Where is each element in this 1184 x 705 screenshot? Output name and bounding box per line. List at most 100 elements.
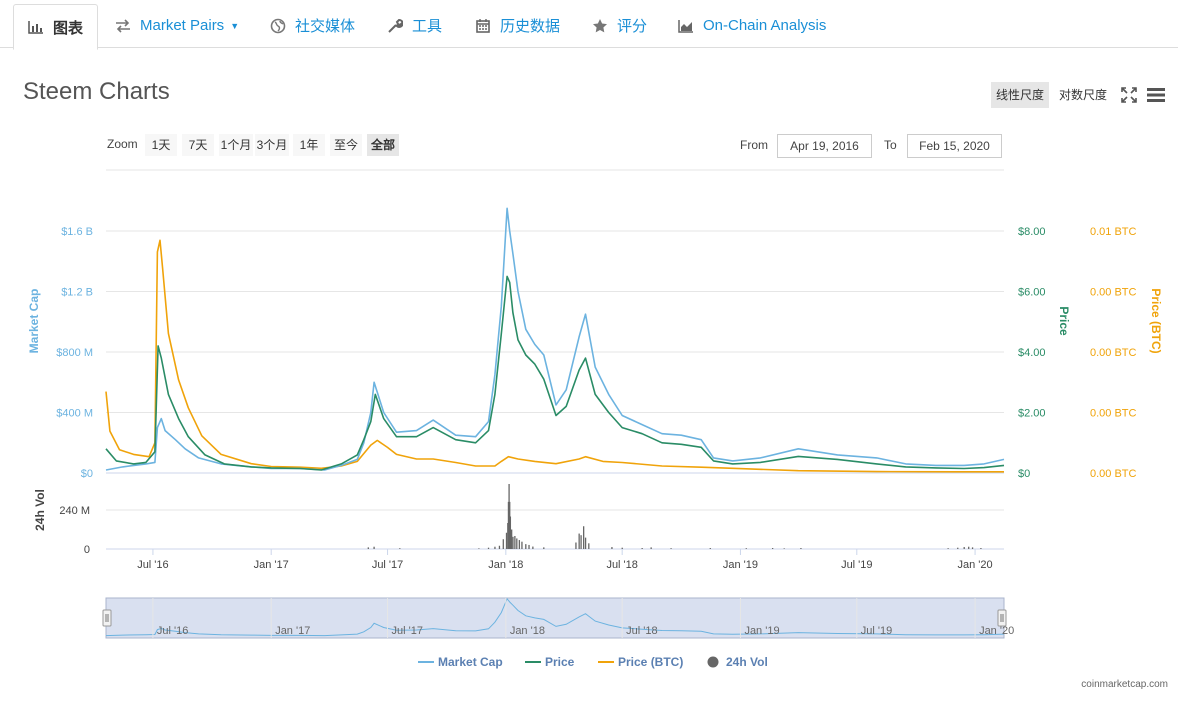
price-btc-tick-label: 0.01 BTC <box>1090 226 1137 238</box>
volume-bar <box>584 537 587 549</box>
zoom-3m-button[interactable]: 3个月 <box>255 134 289 156</box>
volume-bar <box>670 548 672 549</box>
zoom-1m-button[interactable]: 1个月 <box>219 134 253 156</box>
tab-on-chain-analysis[interactable]: On-Chain Analysis <box>678 4 826 47</box>
market-cap-tick-label: $0 <box>81 468 93 480</box>
handle-body <box>997 609 1007 627</box>
navigator-right-handle[interactable] <box>997 609 1007 627</box>
tab-historical-data[interactable]: 历史数据 <box>475 4 560 47</box>
x-tick-label: Jan '19 <box>723 559 758 571</box>
linear-scale-button[interactable]: 线性尺度 <box>991 82 1050 108</box>
tab-tools[interactable]: 工具 <box>387 4 442 47</box>
x-tick-label: Jul '16 <box>137 559 168 571</box>
volume-bar <box>575 542 577 549</box>
navigator-label: Jul '17 <box>392 625 423 637</box>
legend-label: 24h Vol <box>726 655 768 669</box>
volume-bar <box>963 547 965 549</box>
zoom-7d-button[interactable]: 7天 <box>182 134 214 156</box>
market-cap-tick-label: $400 M <box>56 408 93 420</box>
from-date-input[interactable]: Apr 19, 2016 <box>777 134 872 158</box>
volume-bar <box>709 548 711 549</box>
price-axis-title: Price <box>1057 306 1071 336</box>
volume-bar <box>487 547 490 549</box>
legend-label: Price <box>545 655 575 669</box>
volume-axis-title: 24h Vol <box>33 489 47 531</box>
volume-bar <box>980 548 982 549</box>
zoom-ytd-button[interactable]: 至今 <box>330 134 362 156</box>
navigator-label: Jul '16 <box>157 625 188 637</box>
price-btc-tick-label: 0.00 BTC <box>1090 468 1137 480</box>
volume-bar <box>783 548 785 549</box>
x-tick-label: Jan '18 <box>488 559 523 571</box>
log-scale-button[interactable]: 对数尺度 <box>1059 88 1108 102</box>
fullscreen-icon[interactable] <box>1121 87 1137 103</box>
volume-bar <box>771 548 774 549</box>
volume-bars <box>367 484 982 549</box>
navigator-series-line <box>105 597 1005 637</box>
volume-bar <box>611 547 613 549</box>
to-label: To <box>884 138 897 152</box>
market-cap-line <box>105 207 1005 471</box>
price-tick-label: $0 <box>1018 468 1030 480</box>
volume-bar <box>800 548 802 549</box>
tab-ratings[interactable]: 评分 <box>592 4 647 47</box>
market-cap-tick-label: $1.2 B <box>61 287 93 299</box>
tab-bar: 图表 Market Pairs ▼ 社交媒体 工具 历史数据 评分 On-Cha… <box>0 0 1178 50</box>
volume-bar <box>521 541 523 549</box>
navigator[interactable]: Jul '16 Jan '17 Jul '17 Jan '18 Jul '18 Jan '… <box>102 597 1014 639</box>
price-btc-line <box>105 239 1004 473</box>
zoom-1y-button[interactable]: 1年 <box>293 134 325 156</box>
market-cap-tick-label: $1.6 B <box>61 226 93 238</box>
volume-bar <box>505 532 508 549</box>
handle-body <box>102 609 112 627</box>
tab-label: 图表 <box>53 19 84 37</box>
zoom-1d-button[interactable]: 1天 <box>145 134 177 156</box>
x-tick-label: Jan '17 <box>254 559 289 571</box>
volume-bar <box>509 516 512 549</box>
series-lines <box>105 207 1005 473</box>
price-btc-axis-title: Price (BTC) <box>1149 288 1163 353</box>
hamburger-menu-icon[interactable] <box>1147 87 1165 103</box>
legend-item-market-cap[interactable]: Market Cap <box>418 655 503 669</box>
navigator-left-handle[interactable] <box>102 609 112 627</box>
volume-bar <box>399 548 401 549</box>
to-date-input[interactable]: Feb 15, 2020 <box>907 134 1002 158</box>
grid-lines <box>106 230 1004 511</box>
wrench-icon <box>388 18 403 33</box>
volume-bar <box>478 548 480 549</box>
tab-label: 评分 <box>617 18 648 35</box>
volume-bar <box>588 543 590 549</box>
volume-bar <box>367 547 369 549</box>
volume-tick-label: 0 <box>84 544 90 556</box>
legend-item-price-btc[interactable]: Price (BTC) <box>598 655 683 669</box>
legend-item-price[interactable]: Price <box>525 655 575 669</box>
x-axis: Jul '16 Jan '17 Jul '17 Jan '18 Jul '18 Jan '… <box>137 549 993 571</box>
x-tick-label: Jan '20 <box>958 559 993 571</box>
zoom-all-button[interactable]: 全部 <box>367 134 399 156</box>
navigator-label: Jul '18 <box>626 625 657 637</box>
price-btc-tick-label: 0.00 BTC <box>1090 287 1137 299</box>
zoom-label: Zoom <box>107 137 138 151</box>
area-chart-icon <box>678 19 693 33</box>
price-tick-label: $8.00 <box>1018 226 1046 238</box>
tab-market-pairs[interactable]: Market Pairs ▼ <box>115 4 239 47</box>
volume-bar <box>968 546 970 549</box>
credit[interactable]: coinmarketcap.com <box>1081 679 1168 690</box>
tab-social[interactable]: 社交媒体 <box>270 4 355 47</box>
volume-bar <box>650 547 652 549</box>
legend-item-24h-vol[interactable]: 24h Vol <box>707 655 768 669</box>
x-tick-label: Jul '19 <box>841 559 872 571</box>
volume-bar <box>525 544 527 549</box>
calendar-icon <box>476 18 490 33</box>
tab-label: 社交媒体 <box>295 18 356 35</box>
caret-down-icon: ▼ <box>230 20 240 31</box>
volume-bar <box>512 536 514 549</box>
volume-bar <box>498 545 501 549</box>
navigator-label: Jan '18 <box>510 625 545 637</box>
tab-label: 工具 <box>412 18 443 35</box>
price-line <box>105 275 1005 471</box>
volume-bar <box>514 536 516 549</box>
navigator-label: Jan '20 <box>979 625 1014 637</box>
market-cap-axis-title: Market Cap <box>27 289 41 354</box>
tab-charts[interactable]: 图表 <box>13 4 99 50</box>
